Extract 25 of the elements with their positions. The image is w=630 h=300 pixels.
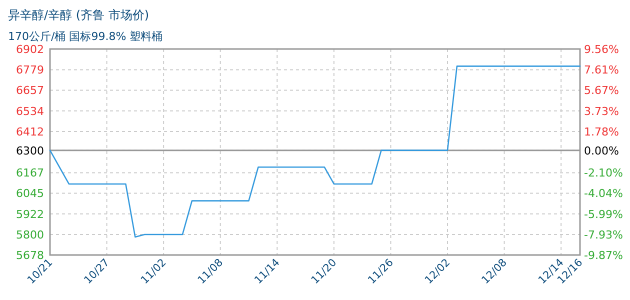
chart-title: 异辛醇/辛醇 (齐鲁 市场价) [8, 8, 150, 22]
y2-tick-label: 3.73% [584, 104, 619, 118]
y2-tick-label: -9.87% [584, 249, 623, 262]
y-tick-label: 6167 [16, 166, 44, 180]
y-tick-label: 6657 [16, 84, 44, 98]
y-tick-label: 6412 [16, 125, 44, 138]
y2-tick-label: -4.04% [584, 187, 623, 200]
y-tick-label: 5678 [16, 249, 44, 262]
y2-tick-label: -2.10% [584, 166, 623, 180]
y-tick-label: 6300 [16, 144, 44, 158]
y-tick-label: 6045 [16, 187, 44, 200]
y2-tick-label: 9.56% [584, 43, 619, 56]
y-tick-label: 6902 [16, 43, 44, 56]
y-tick-label: 6779 [16, 64, 44, 77]
y2-tick-label: 0.00% [584, 144, 619, 158]
y2-tick-label: -5.99% [584, 208, 623, 221]
y2-tick-label: 1.78% [584, 125, 619, 138]
y2-tick-label: -7.93% [584, 228, 623, 242]
y2-tick-label: 7.61% [584, 64, 619, 77]
y-tick-label: 6534 [16, 104, 44, 118]
y-tick-label: 5800 [16, 228, 44, 242]
line-series [49, 66, 581, 238]
chart-subtitle: 170公斤/桶 国标99.8% 塑料桶 [8, 30, 163, 43]
y-tick-label: 5922 [16, 208, 44, 221]
y2-tick-label: 5.67% [584, 84, 619, 98]
